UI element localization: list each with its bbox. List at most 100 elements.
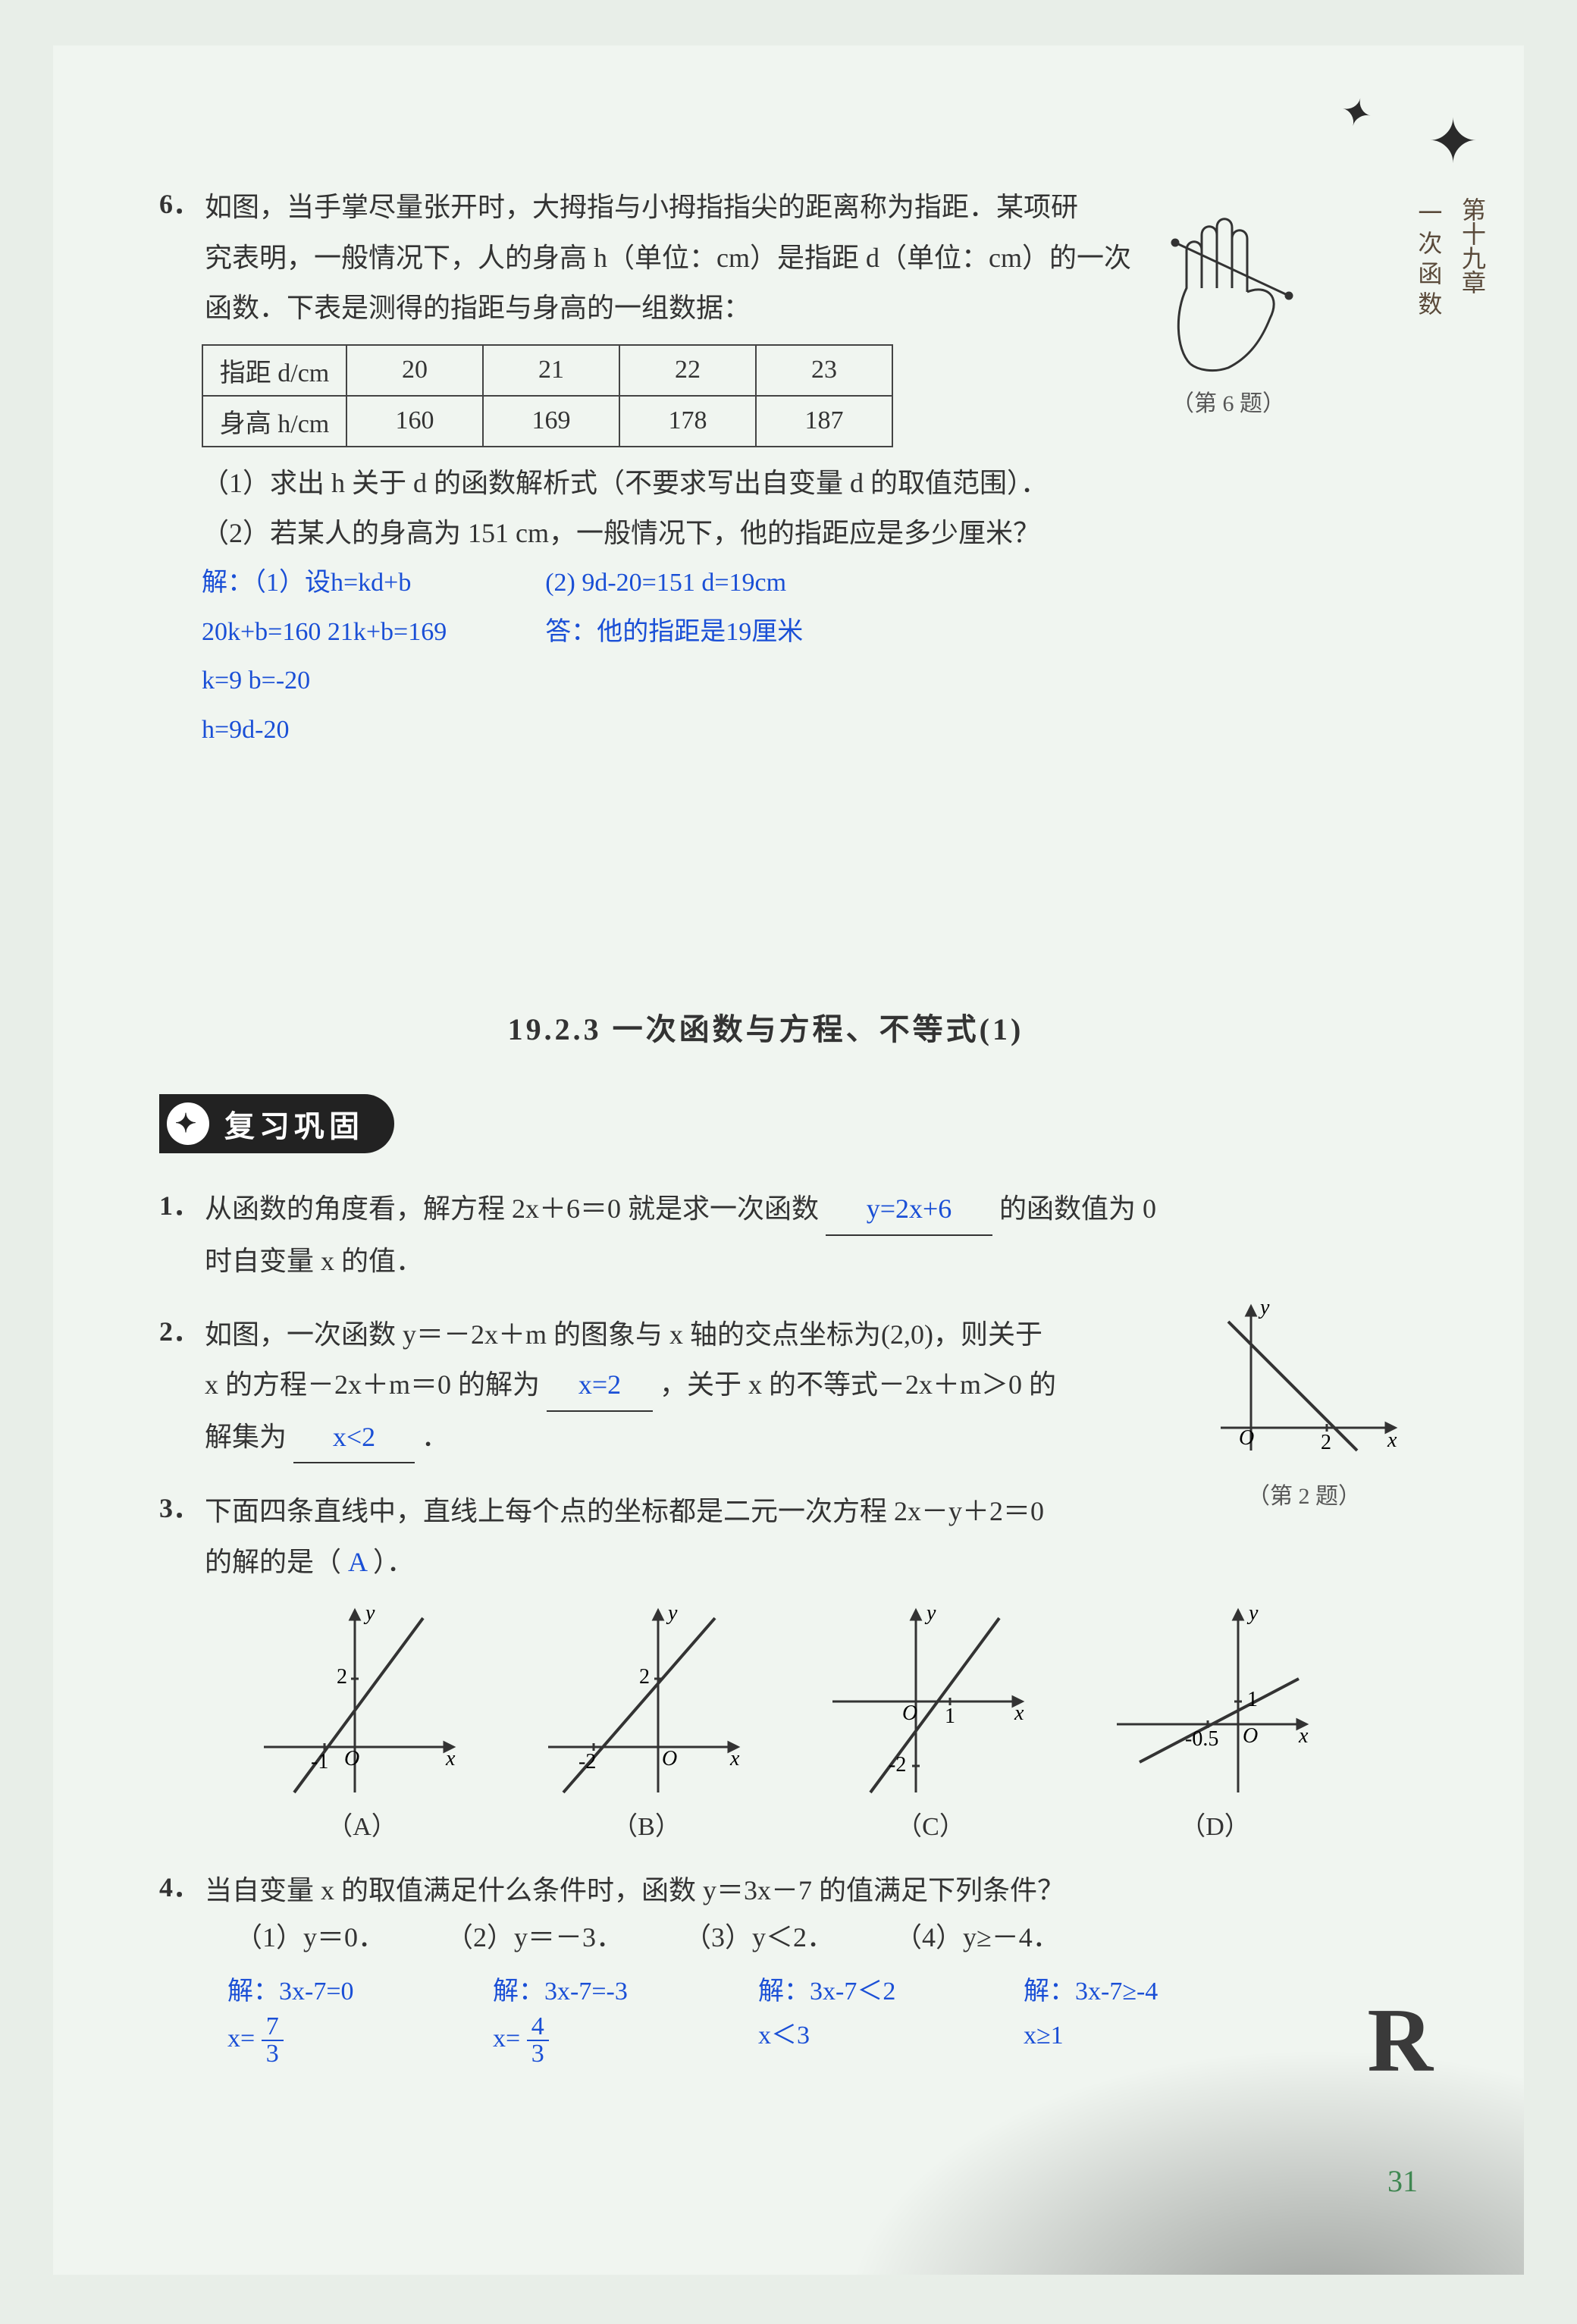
q1-fill: y=2x+6	[867, 1193, 952, 1224]
svg-text:y: y	[363, 1603, 375, 1625]
q2-body: 如图，一次函数 y＝－2x＋m 的图象与 x 轴的交点坐标为(2,0)，则关于 …	[205, 1309, 1175, 1464]
q6-answer-part1: 解：（1）设h=kd+b 20k+b=160 21k+b=169 k=9 b=-…	[202, 559, 447, 754]
table-cell: 178	[619, 396, 756, 447]
svg-text:2: 2	[337, 1665, 347, 1689]
option-B-label: （B）	[541, 1805, 753, 1843]
table-cell: 169	[483, 396, 619, 447]
table-cell: 20	[346, 345, 483, 396]
textbook-page: ✦ ✦ 第十九章 一次函数 6． 如图，当手掌尽量张开时，大拇指与小拇指指尖的距…	[53, 45, 1524, 2275]
table-cell: 指距 d/cm	[202, 345, 346, 396]
q6-ans-line: 答：他的指距是19厘米	[545, 608, 803, 657]
q6-ans-line: h=9d-20	[202, 706, 447, 755]
hand-figure: （第 6 题）	[1130, 197, 1327, 418]
table-row: 身高 h/cm 160 169 178 187	[202, 396, 892, 447]
option-B-graph: O x y -2 2	[541, 1603, 753, 1800]
q6-answers: 解：（1）设h=kd+b 20k+b=160 21k+b=169 k=9 b=-…	[202, 559, 1372, 754]
q6-ans-line: 解：（1）设h=kd+b	[202, 559, 447, 608]
q2-fill2: x<2	[333, 1422, 375, 1452]
q1-pre: 从函数的角度看，解方程 2x＋6＝0 就是求一次函数	[205, 1193, 826, 1224]
q1-post: 的函数值为 0	[999, 1193, 1156, 1224]
svg-text:y: y	[1246, 1603, 1259, 1625]
publisher-logo: R	[1367, 1988, 1433, 2093]
q2-l3post: ．	[422, 1422, 449, 1452]
question-1: 1． 从函数的角度看，解方程 2x＋6＝0 就是求一次函数 y=2x+6 的函数…	[159, 1184, 1372, 1286]
q2-l2pre: x 的方程－2x＋m＝0 的解为	[205, 1369, 547, 1400]
svg-text:-0.5: -0.5	[1185, 1727, 1218, 1751]
q2-blank2: x<2	[293, 1412, 415, 1464]
table-cell: 21	[483, 345, 619, 396]
q4-ans2: 解：3x-7=-3 x= 43	[493, 1970, 690, 2067]
q6-sub2: （2）若某人的身高为 151 cm，一般情况下，他的指距应是多少厘米？	[202, 508, 1372, 559]
q4-ans-line: 解：3x-7＜2	[758, 1970, 955, 2014]
svg-text:x: x	[729, 1747, 740, 1770]
q4-subquestions: （1）y＝0． （2）y＝－3． （3）y＜2． （4）y≥－4．	[235, 1915, 1372, 1955]
q4-ans3: 解：3x-7＜2 x＜3	[758, 1970, 955, 2067]
page-number: 31	[1387, 2163, 1418, 2199]
review-badge: ✦ 复习巩固	[159, 1094, 394, 1153]
bird-decoration-large: ✦	[1428, 106, 1478, 177]
q4-sub1: （1）y＝0．	[235, 1915, 385, 1955]
q4-sub3: （3）y＜2．	[684, 1915, 834, 1955]
q1-number: 1．	[159, 1184, 202, 1223]
table-cell: 160	[346, 396, 483, 447]
q3-l2post: ）．	[373, 1547, 414, 1577]
q6-line1: 如图，当手掌尽量张开时，大拇指与小拇指指尖的距离称为指距．某项研	[205, 192, 1078, 222]
q4-body: 当自变量 x 的取值满足什么条件时，函数 y＝3x－7 的值满足下列条件？	[205, 1865, 1342, 1916]
q1-blank: y=2x+6	[826, 1184, 992, 1236]
bird-decoration-small: ✦	[1335, 88, 1377, 139]
q3-l1: 下面四条直线中，直线上每个点的坐标都是二元一次方程 2x－y＋2＝0	[205, 1496, 1044, 1526]
q4-ans-line: 解：3x-7=0	[227, 1970, 425, 2014]
q4-number: 4．	[159, 1865, 202, 1905]
option-C-label: （C）	[825, 1805, 1037, 1843]
svg-text:x: x	[1298, 1724, 1309, 1748]
q6-body: 如图，当手掌尽量张开时，大拇指与小拇指指尖的距离称为指距．某项研 究表明，一般情…	[205, 182, 1160, 334]
option-C: O x y 1 -2 （C）	[825, 1603, 1037, 1843]
svg-text:O: O	[902, 1701, 917, 1725]
q4-ans-line: x= 73	[227, 2014, 425, 2067]
q4-ans1: 解：3x-7=0 x= 73	[227, 1970, 425, 2067]
axis-x: x	[1387, 1429, 1397, 1452]
svg-text:1: 1	[945, 1705, 955, 1728]
axis-O: O	[1239, 1426, 1254, 1450]
question-6: 6． 如图，当手掌尽量张开时，大拇指与小拇指指尖的距离称为指距．某项研 究表明，…	[159, 182, 1372, 754]
svg-text:O: O	[662, 1747, 677, 1770]
question-4: 4． 当自变量 x 的取值满足什么条件时，函数 y＝3x－7 的值满足下列条件？…	[159, 1865, 1372, 2067]
q1-body: 从函数的角度看，解方程 2x＋6＝0 就是求一次函数 y=2x+6 的函数值为 …	[205, 1184, 1342, 1286]
option-D-graph: O x y -0.5 1	[1109, 1603, 1321, 1800]
option-A: O x y -1 2 （A）	[256, 1603, 469, 1843]
q6-ans-line: (2) 9d-20=151 d=19cm	[545, 559, 803, 608]
aperture-icon: ✦	[167, 1102, 209, 1145]
q4-ans4: 解：3x-7≥-4 x≥1	[1024, 1970, 1221, 2067]
option-D-label: （D）	[1109, 1805, 1321, 1843]
table-cell: 身高 h/cm	[202, 396, 346, 447]
hand-caption: （第 6 题）	[1130, 384, 1327, 418]
q3-number: 3．	[159, 1486, 202, 1526]
svg-text:O: O	[344, 1747, 359, 1770]
option-C-graph: O x y 1 -2	[825, 1603, 1037, 1800]
axis-tick-2: 2	[1321, 1431, 1331, 1454]
svg-text:x: x	[1014, 1701, 1024, 1725]
q6-ans-line: k=9 b=-20	[202, 657, 447, 706]
option-D: O x y -0.5 1 （D）	[1109, 1603, 1321, 1843]
q4-ans-line: x＜3	[758, 2014, 955, 2058]
option-B: O x y -2 2 （B）	[541, 1603, 753, 1843]
svg-text:2: 2	[639, 1665, 650, 1689]
q3-body: 下面四条直线中，直线上每个点的坐标都是二元一次方程 2x－y＋2＝0 的解的是（…	[205, 1486, 1266, 1587]
q2-figure: O x y 2 （第 2 题）	[1190, 1291, 1418, 1510]
q4-sub2: （2）y＝－3．	[446, 1915, 623, 1955]
q4-ans-line: x= 43	[493, 2014, 690, 2067]
question-2: 2 ． 如图，一次函数 y＝－2x＋m 的图象与 x 轴的交点坐标为(2,0)，则…	[159, 1309, 1372, 1464]
q2-l3pre: 解集为	[205, 1422, 293, 1452]
q4-answers: 解：3x-7=0 x= 73 解：3x-7=-3 x= 43 解：3x-7＜2 …	[227, 1970, 1372, 2067]
review-label: 复习巩固	[224, 1102, 364, 1146]
q3-l2pre: 的解的是（	[205, 1547, 348, 1577]
q2-fill1: x=2	[578, 1369, 621, 1400]
table-cell: 22	[619, 345, 756, 396]
table-cell: 187	[756, 396, 892, 447]
svg-text:-1: -1	[311, 1750, 328, 1774]
svg-text:1: 1	[1247, 1688, 1258, 1711]
svg-text:y: y	[924, 1603, 936, 1625]
chapter-number: 第十九章	[1450, 197, 1494, 294]
svg-text:x: x	[445, 1747, 456, 1770]
q4-ans-line: x≥1	[1024, 2014, 1221, 2058]
